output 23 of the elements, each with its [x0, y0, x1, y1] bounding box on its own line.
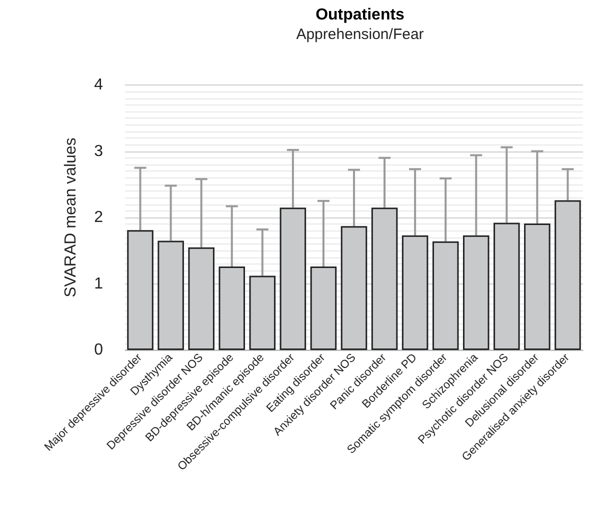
bar — [310, 266, 337, 350]
y-tick-label: 4 — [94, 76, 104, 94]
y-tick-label: 2 — [94, 209, 104, 226]
bar — [371, 208, 398, 350]
bar — [127, 230, 154, 350]
bar — [158, 240, 184, 350]
bar — [494, 222, 520, 350]
bar — [280, 208, 306, 350]
bar — [432, 241, 459, 350]
bar — [402, 235, 428, 350]
bar — [554, 200, 581, 350]
bar — [524, 223, 550, 350]
chart-title: Outpatients — [316, 6, 405, 24]
bar — [340, 226, 368, 350]
y-tick-label: 1 — [94, 275, 104, 292]
bar — [218, 266, 245, 350]
y-tick-label: 3 — [94, 142, 104, 160]
y-tick-label: 0 — [94, 342, 104, 358]
chart-subtitle: Apprehension/Fear — [296, 26, 424, 43]
bar — [463, 235, 490, 350]
y-axis-title: SVARAD mean values — [62, 138, 80, 298]
bar — [188, 247, 214, 350]
bar — [249, 276, 276, 350]
